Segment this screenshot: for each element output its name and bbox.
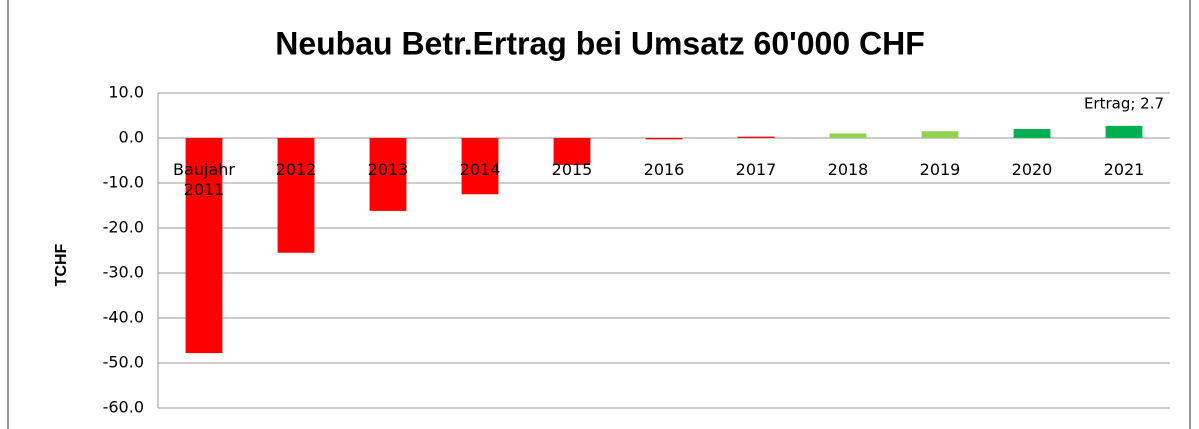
bar (185, 138, 223, 354)
chart-title: Neubau Betr.Ertrag bei Umsatz 60'000 CHF (275, 25, 925, 61)
bar (369, 138, 407, 211)
bar (645, 138, 683, 140)
x-tick-label: 2020 (1011, 160, 1053, 179)
x-tick-label: 2017 (735, 160, 777, 179)
y-tick-label: -20.0 (103, 218, 144, 237)
x-tick-label: 2019 (919, 160, 961, 179)
bar (1013, 129, 1051, 138)
bar (921, 131, 959, 138)
bar (1105, 125, 1143, 138)
data-label: Ertrag; 2.7 (1084, 94, 1164, 112)
x-tick-label: 2013 (367, 160, 409, 179)
y-tick-label: -10.0 (103, 173, 144, 192)
y-tick-label: -50.0 (103, 353, 144, 372)
x-tick-label: 2015 (551, 160, 593, 179)
y-tick-label: -40.0 (103, 308, 144, 327)
x-tick-label: 2018 (827, 160, 869, 179)
x-tick-label: 2016 (643, 160, 685, 179)
x-tick-label: 2021 (1103, 160, 1145, 179)
y-tick-label: 0.0 (119, 128, 144, 147)
y-axis-title: TCHF (53, 243, 70, 286)
y-tick-label: -30.0 (103, 263, 144, 282)
bar (277, 138, 315, 253)
chart-border (7, 0, 1191, 429)
x-tick-label: 2014 (459, 160, 501, 179)
y-tick-label: -60.0 (103, 398, 144, 417)
bar (737, 136, 775, 138)
x-tick-label: 2012 (275, 160, 317, 179)
bar (829, 133, 867, 138)
bar (553, 138, 591, 165)
bar (461, 138, 499, 195)
y-tick-label: 10.0 (108, 83, 144, 102)
x-tick-label: Baujahr 2011 (173, 160, 235, 199)
